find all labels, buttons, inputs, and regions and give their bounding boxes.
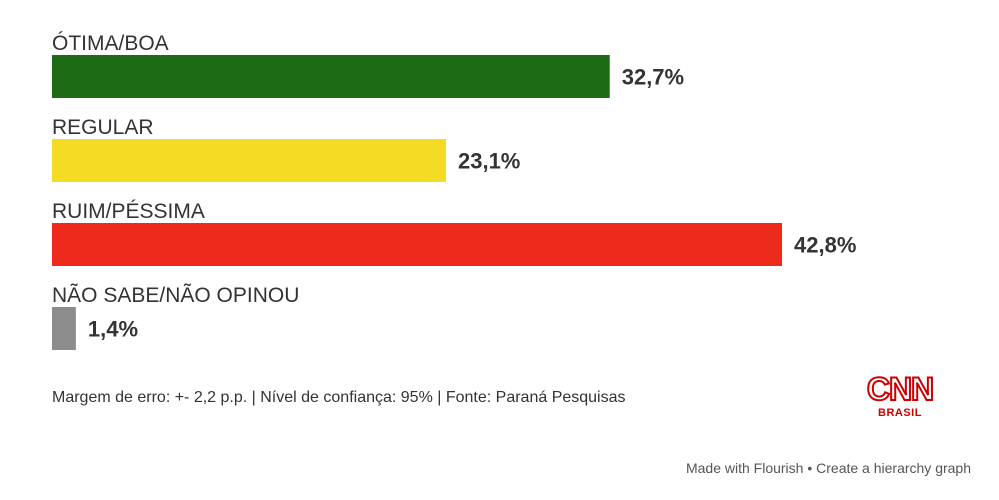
chart-footnote: Margem de erro: +- 2,2 p.p. | Nível de c… (52, 389, 626, 406)
category-label: RUIM/PÉSSIMA (52, 200, 205, 223)
bar-value-label: 42,8% (794, 233, 856, 258)
category-label: NÃO SABE/NÃO OPINOU (52, 283, 299, 307)
bar-value-label: 1,4% (88, 317, 138, 342)
bar (52, 223, 782, 266)
bar (52, 139, 446, 182)
logo-wordmark: CNN (866, 371, 935, 407)
bar (52, 307, 76, 350)
bar-value-label: 32,7% (622, 65, 684, 90)
category-label: REGULAR (52, 116, 154, 139)
cnn-brasil-logo: CNN BRASIL (862, 371, 938, 421)
logo-subtitle: BRASIL (878, 407, 922, 419)
category-label: ÓTIMA/BOA (52, 32, 169, 55)
flourish-credit-link[interactable]: Made with Flourish • Create a hierarchy … (685, 460, 971, 476)
bar-chart: ÓTIMA/BOA 32,7% REGULAR 23,1% RUIM/PÉSSIMA 42… (52, 32, 856, 350)
bar-value-label: 23,1% (458, 149, 520, 174)
bar (52, 55, 610, 98)
